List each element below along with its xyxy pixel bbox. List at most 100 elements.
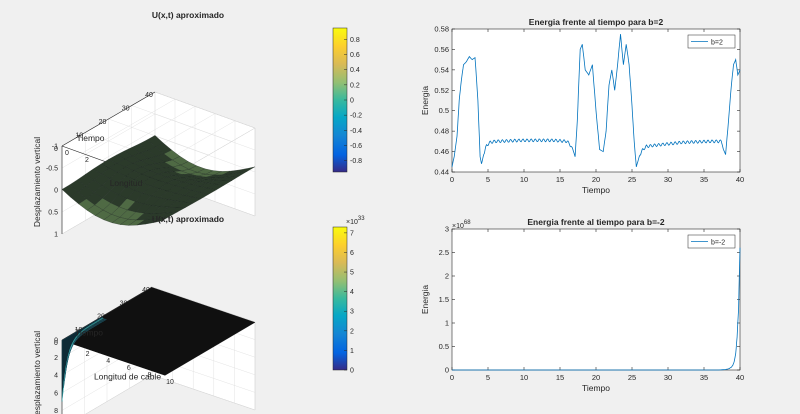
- axis-edge: [61, 286, 153, 341]
- x-tick-label: 30: [664, 175, 672, 184]
- surface-patch: [153, 216, 170, 223]
- z-tick-label: 2: [54, 355, 58, 362]
- colorbar-tick-label: 4: [350, 289, 354, 296]
- z-tick-label: 8: [54, 408, 58, 414]
- grid-line-z: [61, 113, 156, 169]
- x-tick-label: 2: [86, 351, 90, 358]
- z-tick-label: -1: [52, 144, 58, 151]
- grid-line-z-back: [151, 286, 256, 323]
- x-axis-label: Longitud: [110, 178, 143, 188]
- colorbar-tick-label: 0: [350, 368, 354, 375]
- colorbar-tick-label: 5: [350, 270, 354, 277]
- colorbar-exponent-label-exponent: 33: [358, 216, 365, 222]
- x-tick-label: 35: [700, 175, 708, 184]
- colorbar-tick-label: 0.2: [350, 82, 360, 89]
- colorbar-tick-label: 1: [350, 348, 354, 355]
- legend-label: b=2: [711, 40, 723, 47]
- z-axis-label: Desplazamiento vertical: [32, 331, 42, 414]
- colorbar-tick-label: -0.6: [350, 143, 362, 150]
- colorbar-exponent-label: ×1033: [346, 216, 365, 226]
- surface-spike-edge: [65, 319, 107, 368]
- y-tick-label: 3: [445, 225, 449, 234]
- series-line: [452, 247, 741, 371]
- y-exponent-label-exponent: 68: [464, 220, 471, 226]
- y-axis-label: Energia: [420, 86, 430, 116]
- grid-line-z-back: [154, 113, 256, 151]
- x-tick-label: 2: [85, 157, 89, 164]
- plots-layer: 0246810010203040-1-0.500.51U(x,t) aproxi…: [32, 10, 744, 414]
- y-tick-label: 0.56: [434, 45, 449, 54]
- x-tick-label: 15: [556, 175, 564, 184]
- colorbar-tick-label: -0.4: [350, 128, 362, 135]
- y-tick-label: 1.5: [439, 295, 449, 304]
- y-exponent-label-prefix: ×: [452, 223, 456, 230]
- x-axis-label: Tiempo: [582, 185, 610, 195]
- colorbar: [332, 226, 348, 371]
- y-axis-label: Energia: [420, 285, 430, 315]
- x-axis-label: Longitud de cable: [94, 372, 161, 382]
- colorbar-tick-label: 7: [350, 230, 354, 237]
- legend-label: b=-2: [711, 240, 725, 247]
- y-tick-label: 0.46: [434, 147, 449, 156]
- x-tick-label: 40: [736, 175, 744, 184]
- legend-box: [687, 234, 736, 249]
- z-tick-label: 6: [54, 390, 58, 397]
- colorbar-exponent-label-prefix: ×: [346, 219, 350, 226]
- colorbar-tick-label: -0.2: [350, 113, 362, 120]
- colorbar-tick-label: 0: [350, 98, 354, 105]
- y-tick-label: 0.58: [434, 25, 449, 34]
- chart-title: Energia frente al tiempo para b=-2: [527, 217, 664, 227]
- x-tick-label: 20: [592, 373, 600, 382]
- colorbar-tick-label: 0.8: [350, 37, 360, 44]
- line-chart-3: 0 5 10 15 20 25 30 35 40 0 0.5 1 1.5 2 2.5 3 Energia fre…: [420, 217, 744, 393]
- surface-chart-0: 0246810010203040-1-0.500.51U(x,t) aproxi…: [32, 10, 362, 239]
- y-axis-label: Tiempo: [76, 133, 104, 143]
- x-tick-label: 10: [166, 379, 174, 386]
- y-tick-label: 0.52: [434, 86, 449, 95]
- y-tick-label: 0: [54, 340, 58, 347]
- z-tick-label: 1: [54, 232, 58, 239]
- grid-line-z: [61, 357, 153, 411]
- grid-line-z: [85, 374, 153, 414]
- surface-chart-2: 02468100102030400246810U(x,t) aproximado…: [32, 214, 354, 414]
- colorbar-tick-label: 0.4: [350, 67, 360, 74]
- colorbar-tick-label: 6: [350, 250, 354, 257]
- colorbar-tick-label: 2: [350, 328, 354, 335]
- x-tick-label: 4: [106, 358, 110, 365]
- colorbar-tick-label: 3: [350, 309, 354, 316]
- y-tick-label: 0.48: [434, 127, 449, 136]
- z-axis-label: Desplazamiento vertical: [32, 137, 42, 227]
- colorbar-exponent-label-multiplier: 10: [350, 219, 358, 226]
- y-tick-label: 0.5: [439, 342, 449, 351]
- x-tick-label: 0: [65, 150, 69, 157]
- legend-box: [687, 34, 736, 49]
- x-tick-label: 0: [450, 373, 454, 382]
- y-tick-label: 0.44: [434, 168, 449, 177]
- y-tick-label: 0.5: [439, 106, 449, 115]
- colorbar-tick-label: 0.6: [350, 52, 360, 59]
- y-tick-label: 0: [445, 366, 449, 375]
- x-tick-label: 30: [664, 373, 672, 382]
- x-tick-label: 25: [628, 175, 636, 184]
- grid-line-z-back: [154, 135, 256, 173]
- y-tick-label: 0: [54, 146, 58, 153]
- x-axis-label: Tiempo: [582, 383, 610, 393]
- x-tick-label: 10: [520, 175, 528, 184]
- grid-line-z-back: [154, 91, 256, 129]
- x-tick-label: 5: [486, 373, 490, 382]
- y-exponent-label: ×1068: [452, 220, 471, 230]
- x-tick-label: 20: [592, 175, 600, 184]
- grid-line-z-back: [151, 374, 256, 411]
- axis-edge: [61, 91, 156, 147]
- x-tick-label: 8: [147, 372, 151, 379]
- surface-sheet: [61, 287, 256, 376]
- x-tick-label: 25: [628, 373, 636, 382]
- x-tick-label: 15: [556, 373, 564, 382]
- grid-line-t: [108, 118, 209, 156]
- chart-title: U(x,t) aproximado: [152, 214, 224, 224]
- chart-title: U(x,t) aproximado: [152, 10, 224, 20]
- y-tick-label: 2: [445, 272, 449, 281]
- surface-spike-edge: [61, 317, 103, 402]
- x-tick-label: 10: [520, 373, 528, 382]
- z-tick-label: 0: [54, 188, 58, 195]
